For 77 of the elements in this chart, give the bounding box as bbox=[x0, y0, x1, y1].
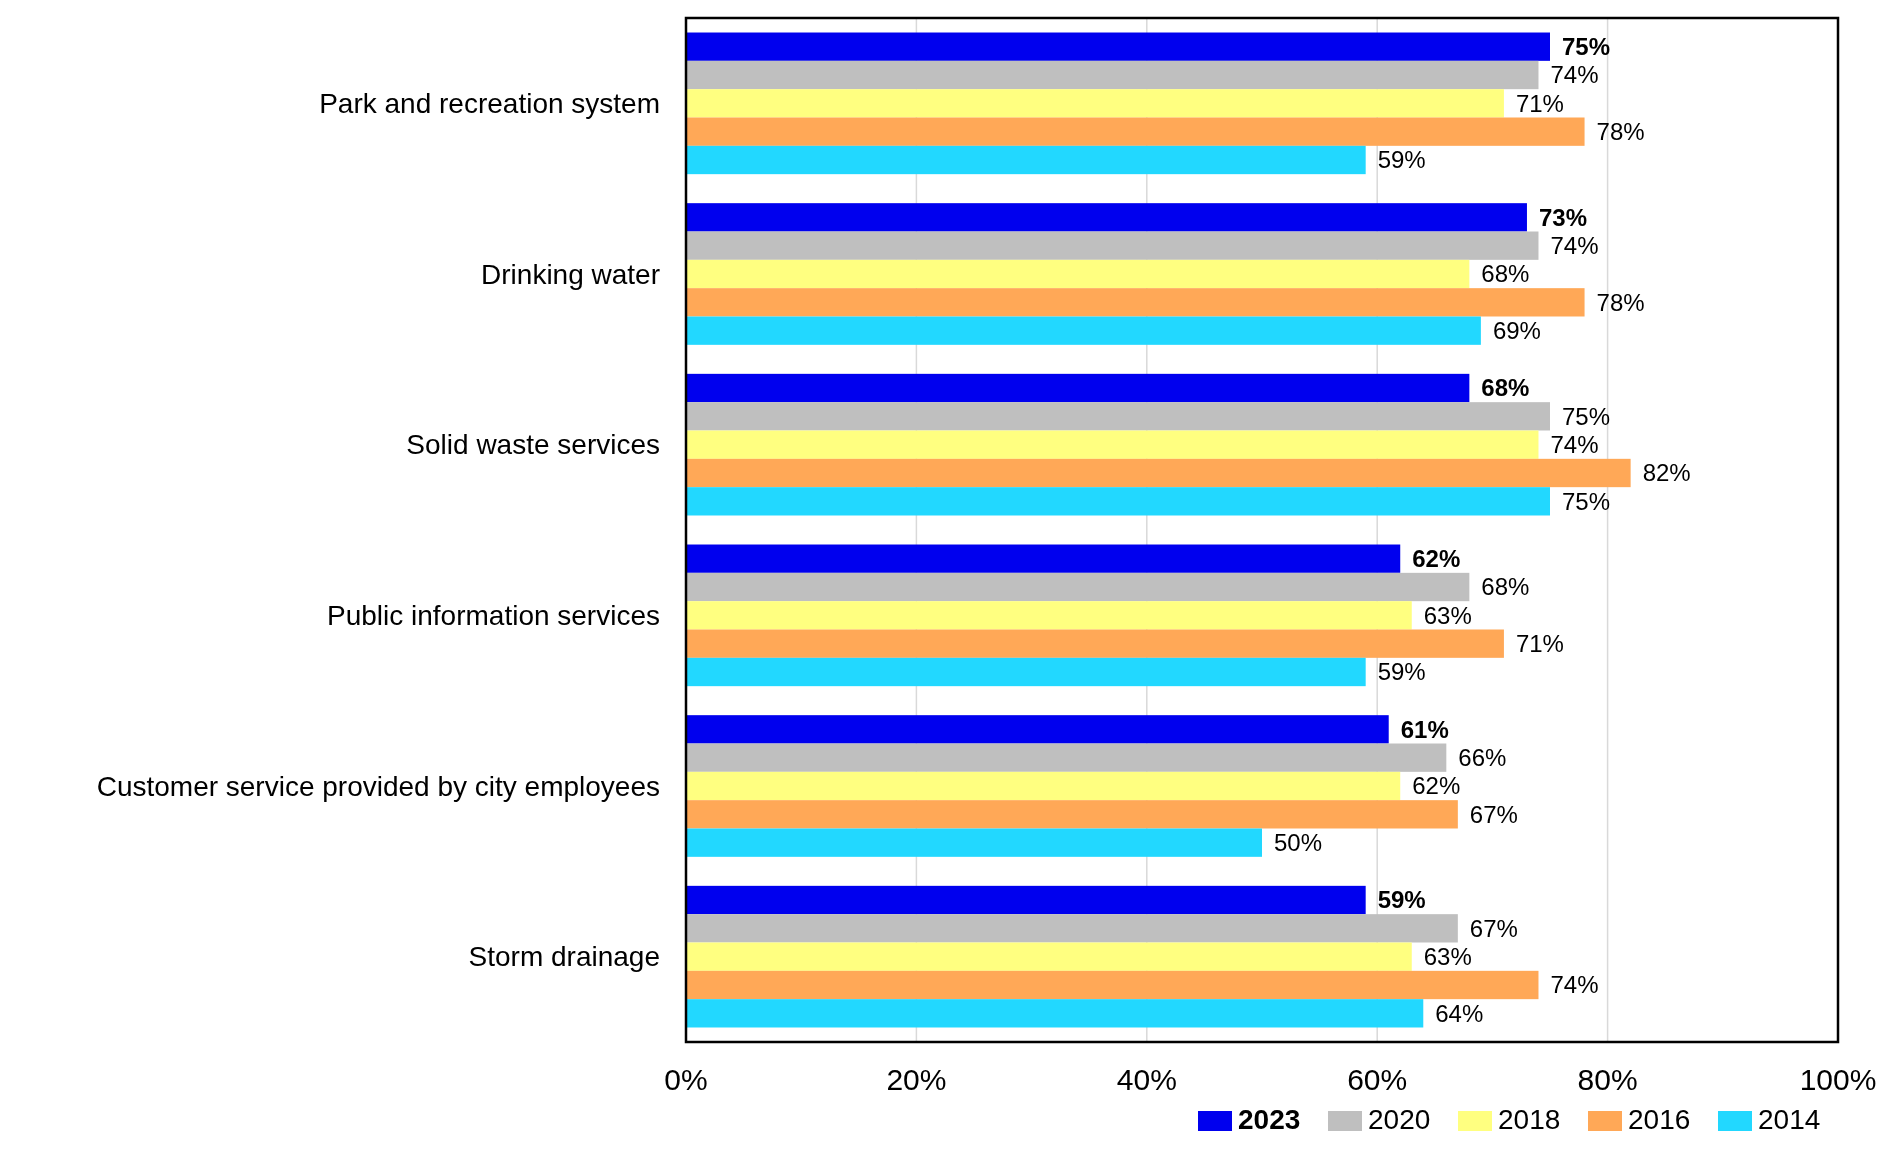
data-label: 63% bbox=[1423, 943, 1472, 971]
data-label: 68% bbox=[1481, 374, 1530, 402]
bar bbox=[686, 288, 1585, 317]
data-label: 59% bbox=[1377, 658, 1426, 686]
data-label: 74% bbox=[1550, 61, 1599, 89]
legend-label: 2020 bbox=[1368, 1104, 1431, 1135]
data-label: 78% bbox=[1596, 288, 1645, 316]
bar bbox=[686, 430, 1539, 459]
bar bbox=[686, 601, 1412, 630]
data-label: 75% bbox=[1562, 33, 1611, 61]
data-label: 69% bbox=[1492, 317, 1541, 345]
x-tick-label: 40% bbox=[1116, 1063, 1177, 1096]
bar bbox=[686, 629, 1504, 658]
x-tick-label: 60% bbox=[1347, 1063, 1408, 1096]
data-label: 75% bbox=[1562, 487, 1611, 515]
bar bbox=[686, 60, 1539, 90]
bar bbox=[686, 402, 1550, 431]
data-label: 75% bbox=[1562, 402, 1611, 430]
bar bbox=[686, 999, 1424, 1028]
data-label: 63% bbox=[1423, 601, 1472, 629]
data-label: 62% bbox=[1412, 545, 1461, 573]
x-tick-label: 100% bbox=[1799, 1063, 1877, 1096]
data-label: 78% bbox=[1596, 118, 1645, 146]
bar bbox=[686, 914, 1458, 943]
legend-label: 2014 bbox=[1758, 1104, 1821, 1135]
bar bbox=[686, 572, 1470, 602]
data-label: 68% bbox=[1481, 260, 1530, 288]
bar bbox=[686, 715, 1389, 744]
data-label: 74% bbox=[1550, 431, 1599, 459]
data-label: 73% bbox=[1538, 203, 1588, 231]
data-label: 59% bbox=[1377, 886, 1426, 914]
bar bbox=[686, 800, 1458, 829]
bar bbox=[686, 743, 1447, 772]
bar bbox=[686, 771, 1401, 801]
bar bbox=[686, 316, 1481, 345]
legend-label: 2018 bbox=[1498, 1104, 1561, 1135]
data-label: 50% bbox=[1274, 829, 1323, 857]
y-tick-label: Park and recreation system bbox=[319, 88, 660, 120]
data-label: 71% bbox=[1515, 630, 1564, 658]
bar bbox=[686, 657, 1366, 687]
bar bbox=[686, 458, 1631, 488]
bar bbox=[686, 544, 1401, 573]
data-label: 82% bbox=[1642, 459, 1691, 487]
bar bbox=[686, 89, 1504, 118]
bar bbox=[686, 203, 1527, 232]
data-label: 71% bbox=[1515, 89, 1564, 117]
bar bbox=[686, 828, 1262, 857]
y-tick-label: Customer service provided by city employees bbox=[96, 770, 660, 802]
bar bbox=[686, 145, 1366, 175]
bar bbox=[686, 487, 1550, 516]
data-label: 67% bbox=[1469, 800, 1518, 828]
data-label: 66% bbox=[1458, 744, 1507, 772]
y-tick-label: Storm drainage bbox=[468, 941, 660, 973]
data-label: 61% bbox=[1400, 715, 1449, 743]
y-tick-label: Drinking water bbox=[481, 258, 660, 290]
data-label: 68% bbox=[1481, 573, 1530, 601]
bar bbox=[686, 259, 1470, 289]
bar bbox=[686, 885, 1366, 915]
bar bbox=[686, 373, 1470, 403]
data-label: 74% bbox=[1550, 971, 1599, 999]
data-label: 74% bbox=[1550, 232, 1599, 260]
bar bbox=[686, 231, 1539, 260]
x-tick-label: 80% bbox=[1577, 1063, 1638, 1096]
y-tick-label: Public information services bbox=[326, 600, 660, 632]
bar bbox=[686, 117, 1585, 146]
data-label: 64% bbox=[1435, 999, 1484, 1027]
legend-label: 2023 bbox=[1238, 1104, 1301, 1135]
y-tick-label: Solid waste services bbox=[406, 429, 660, 461]
bar bbox=[686, 32, 1550, 61]
x-tick-label: 0% bbox=[664, 1063, 708, 1096]
legend-label: 2016 bbox=[1628, 1104, 1691, 1135]
data-label: 62% bbox=[1412, 772, 1461, 800]
bar bbox=[686, 970, 1539, 1000]
data-label: 59% bbox=[1377, 146, 1426, 174]
bar bbox=[686, 942, 1412, 971]
data-label: 67% bbox=[1469, 914, 1518, 942]
x-tick-label: 20% bbox=[886, 1063, 947, 1096]
